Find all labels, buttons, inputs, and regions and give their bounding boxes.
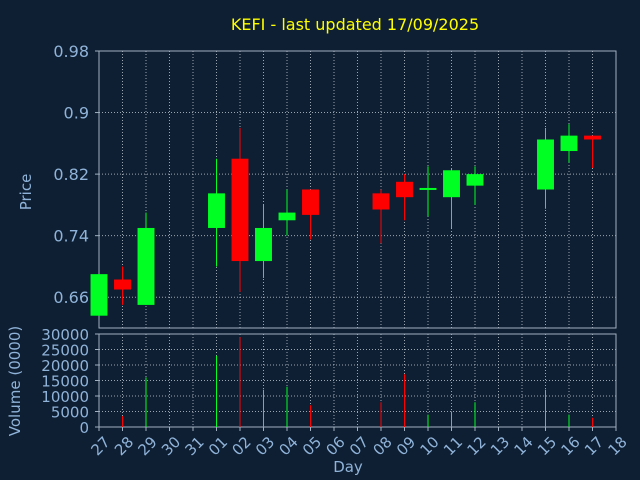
price-axis-ticks: 0.66 0.74 0.82 0.9 0.98: [53, 42, 99, 307]
x-tick-label: 27: [88, 433, 114, 459]
candlestick-series: [90, 124, 601, 316]
volume-tick-label: 20000: [41, 357, 89, 375]
x-tick-label: 17: [581, 433, 607, 459]
candle-body: [537, 139, 554, 190]
price-axis-label: Price: [17, 174, 35, 211]
x-tick-label: 04: [276, 433, 302, 459]
x-tick-label: 03: [252, 433, 278, 459]
price-tick-label: 0.98: [53, 42, 89, 61]
candle-body: [137, 227, 155, 305]
volume-gridlines: [98, 333, 617, 428]
x-tick-label: 16: [558, 433, 584, 459]
candle-body: [372, 193, 390, 210]
candle-body: [560, 135, 578, 152]
x-tick-label: 05: [299, 433, 325, 459]
volume-tick-label: 25000: [41, 342, 89, 360]
candle-body: [90, 274, 108, 316]
x-tick-label: 15: [534, 433, 560, 459]
x-tick-label: 29: [135, 433, 161, 459]
volume-tick-label: 5000: [51, 404, 89, 422]
x-tick-label: 07: [346, 433, 372, 459]
candle-body: [231, 158, 249, 262]
volume-tick-label: 0: [79, 419, 89, 437]
x-axis-label: Day: [333, 458, 363, 476]
x-tick-label: 12: [464, 433, 490, 459]
candle-body: [584, 135, 601, 140]
volume-axis-label: Volume (0000): [6, 326, 24, 436]
volume-tick-label: 10000: [41, 388, 89, 406]
candle-body: [443, 170, 460, 198]
x-tick-label: 28: [111, 433, 137, 459]
x-tick-label: 13: [487, 433, 513, 459]
volume-tick-label: 15000: [41, 373, 89, 391]
x-tick-label: 30: [158, 433, 184, 459]
candle-body: [255, 227, 272, 262]
x-tick-label: 11: [440, 433, 466, 459]
chart-title: KEFI - last updated 17/09/2025: [231, 15, 479, 34]
volume-series: [122, 337, 593, 427]
price-tick-label: 0.74: [53, 227, 89, 246]
price-tick-label: 0.66: [53, 288, 89, 307]
x-axis-ticks: 2728293031010203040506070809101112131415…: [88, 427, 631, 459]
candle-body: [396, 181, 413, 198]
x-tick-label: 01: [205, 433, 231, 459]
x-tick-label: 02: [229, 433, 255, 459]
price-tick-label: 0.82: [53, 165, 89, 184]
x-tick-label: 14: [511, 433, 537, 459]
candle-body: [466, 174, 484, 186]
candle-body: [302, 189, 319, 215]
x-tick-label: 31: [182, 433, 208, 459]
x-tick-label: 10: [417, 433, 443, 459]
candle-body: [114, 279, 131, 290]
x-tick-label: 18: [605, 433, 631, 459]
x-tick-label: 06: [323, 433, 349, 459]
price-tick-label: 0.9: [64, 104, 89, 123]
candle-body: [208, 193, 225, 228]
price-plot-frame: [98, 50, 617, 329]
x-tick-label: 08: [370, 433, 396, 459]
candle-body: [419, 187, 437, 190]
x-tick-label: 09: [393, 433, 419, 459]
candle-body: [278, 212, 296, 221]
volume-tick-label: 30000: [41, 326, 89, 344]
